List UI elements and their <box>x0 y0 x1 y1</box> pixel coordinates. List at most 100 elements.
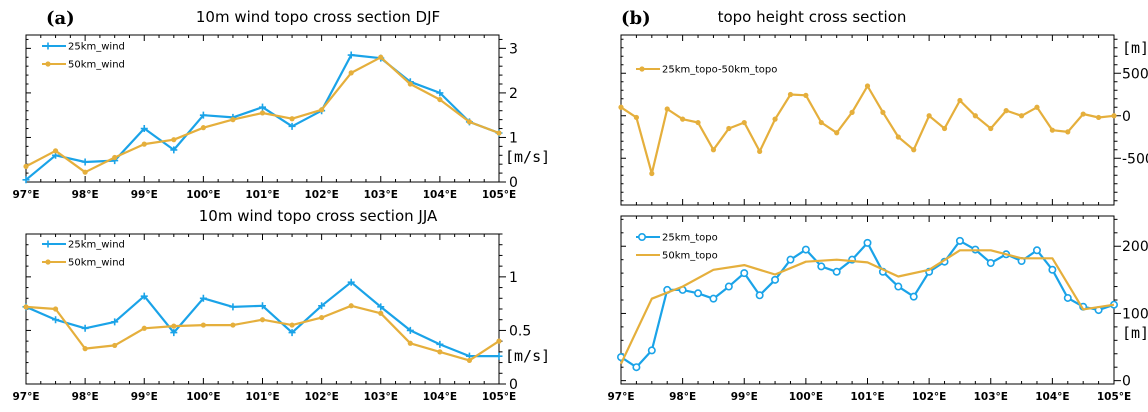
data-point-50km_wind <box>200 322 206 328</box>
data-point-50km_wind <box>496 130 502 136</box>
x-tick-label: 103°E <box>364 189 398 201</box>
data-point-50km_wind <box>23 163 29 170</box>
data-point-25km_wind <box>259 302 266 310</box>
data-point-50km_wind <box>319 107 325 113</box>
x-tick-label: 100°E <box>789 391 823 403</box>
y-unit-label: [m/s] <box>505 148 550 166</box>
plot-topo-height: 97°E 98°E 99°E 100°E 101°E 102°E 103°E 104°E 105… <box>607 215 1148 403</box>
y-tick-label: 3 <box>509 41 518 57</box>
data-point-25km_wind <box>318 302 326 310</box>
data-point-25km_wind <box>170 329 178 337</box>
legend-marker <box>639 66 645 72</box>
data-point-25km_wind <box>436 89 444 97</box>
x-tick-label: 98°E <box>72 189 99 201</box>
data-point-50km_wind <box>112 154 118 161</box>
plot-topo-difference: -500 0 500 [m] 25km_topo-50km_topo <box>618 34 1148 206</box>
data-point-25km_wind <box>52 316 60 324</box>
legend-label: 25km_wind <box>68 240 125 251</box>
data-point-50km_wind <box>289 116 295 122</box>
y-unit-label: [m/s] <box>505 347 550 365</box>
x-tick-label: 104°E <box>423 391 457 403</box>
y-tick-label: 2000 <box>1122 239 1148 255</box>
y-tick-label: 1 <box>509 270 518 286</box>
data-point-25km_topo-50km_topo <box>972 113 978 119</box>
legend-marker <box>637 233 646 242</box>
y-tick-label: 500 <box>1122 66 1148 82</box>
data-point-50km_wind <box>466 357 473 364</box>
chart-title-djf: 10m wind topo cross section DJF <box>196 8 440 26</box>
data-point-25km_wind <box>259 103 266 111</box>
x-tick-label: 105°E <box>1097 391 1131 403</box>
data-point-25km_topo <box>709 294 718 303</box>
data-point-25km_topo-50km_topo <box>726 125 732 132</box>
x-tick-label: 100°E <box>186 189 220 201</box>
data-point-25km_topo <box>771 275 780 284</box>
data-point-25km_wind <box>229 303 237 311</box>
data-point-50km_wind <box>230 117 236 123</box>
data-point-25km_topo <box>894 282 903 291</box>
data-point-25km_topo <box>755 291 764 300</box>
chart-title-jja: 10m wind topo cross section JJA <box>199 207 438 225</box>
series-line-50km_topo <box>620 249 1115 365</box>
data-point-25km_wind <box>111 318 119 326</box>
y-tick-label: 0.5 <box>509 323 531 339</box>
data-point-25km_wind <box>377 303 385 311</box>
plot-jja-wind: 97°E 98°E 99°E 100°E 101°E 102°E 103°E 104°E 105… <box>12 233 550 403</box>
data-point-50km_wind <box>171 137 177 143</box>
legend-marker <box>44 240 52 248</box>
data-point-25km_wind <box>199 111 207 119</box>
data-point-25km_topo-50km_topo <box>757 148 763 155</box>
data-point-25km_wind <box>170 146 178 154</box>
data-point-50km_wind <box>437 96 443 103</box>
x-tick-label: 102°E <box>304 189 338 201</box>
legend-marker <box>45 259 51 265</box>
x-tick-label: 99°E <box>131 189 158 201</box>
panel-label-b: (b) <box>621 8 651 29</box>
y-tick-label: 0 <box>509 377 518 393</box>
x-tick-label: 105°E <box>482 189 516 201</box>
data-point-25km_topo-50km_topo <box>1111 113 1117 119</box>
series-line-50km_wind <box>25 304 500 362</box>
y-tick-label: 1000 <box>1122 306 1148 322</box>
x-tick-label: 100°E <box>186 391 220 403</box>
data-point-50km_wind <box>348 303 354 309</box>
x-tick-label: 97°E <box>12 391 39 403</box>
data-point-25km_topo-50km_topo <box>803 92 809 98</box>
x-tick-label: 105°E <box>482 391 516 403</box>
chart-title-topo: topo height cross section <box>718 8 907 26</box>
data-point-25km_topo <box>863 238 872 247</box>
data-point-25km_wind <box>288 122 296 130</box>
data-point-25km_wind <box>347 51 355 59</box>
data-point-25km_wind <box>140 125 148 133</box>
data-point-50km_wind <box>259 110 266 116</box>
data-point-25km_topo-50km_topo <box>1034 104 1040 110</box>
data-point-25km_topo-50km_topo <box>911 147 917 153</box>
data-point-25km_topo <box>955 236 964 245</box>
data-point-25km_topo-50km_topo <box>1065 129 1071 135</box>
data-point-50km_wind <box>259 317 266 323</box>
legend-marker <box>45 61 51 67</box>
data-point-50km_wind <box>348 70 354 76</box>
data-point-50km_wind <box>466 119 473 125</box>
data-point-50km_wind <box>407 81 413 87</box>
data-point-50km_wind <box>82 346 88 352</box>
data-point-25km_topo <box>1032 246 1041 255</box>
data-point-25km_topo-50km_topo <box>849 109 855 115</box>
data-point-25km_topo-50km_topo <box>818 119 824 126</box>
x-tick-label: 104°E <box>1035 391 1069 403</box>
data-point-25km_topo <box>1048 265 1057 274</box>
legend-label: 50km_wind <box>68 60 125 71</box>
data-point-50km_wind <box>141 325 147 331</box>
y-tick-label: 0 <box>1122 109 1131 125</box>
data-point-25km_topo-50km_topo <box>664 106 670 112</box>
data-point-25km_topo-50km_topo <box>1003 108 1009 114</box>
data-point-25km_wind <box>436 340 444 348</box>
data-point-25km_wind <box>22 176 30 184</box>
x-tick-label: 101°E <box>245 189 279 201</box>
y-tick-label: 2 <box>509 86 518 102</box>
data-point-25km_topo-50km_topo <box>1095 114 1102 121</box>
data-point-50km_wind <box>230 322 236 328</box>
x-tick-label: 103°E <box>364 391 398 403</box>
x-tick-label: 101°E <box>245 391 279 403</box>
data-point-25km_topo <box>740 269 749 278</box>
